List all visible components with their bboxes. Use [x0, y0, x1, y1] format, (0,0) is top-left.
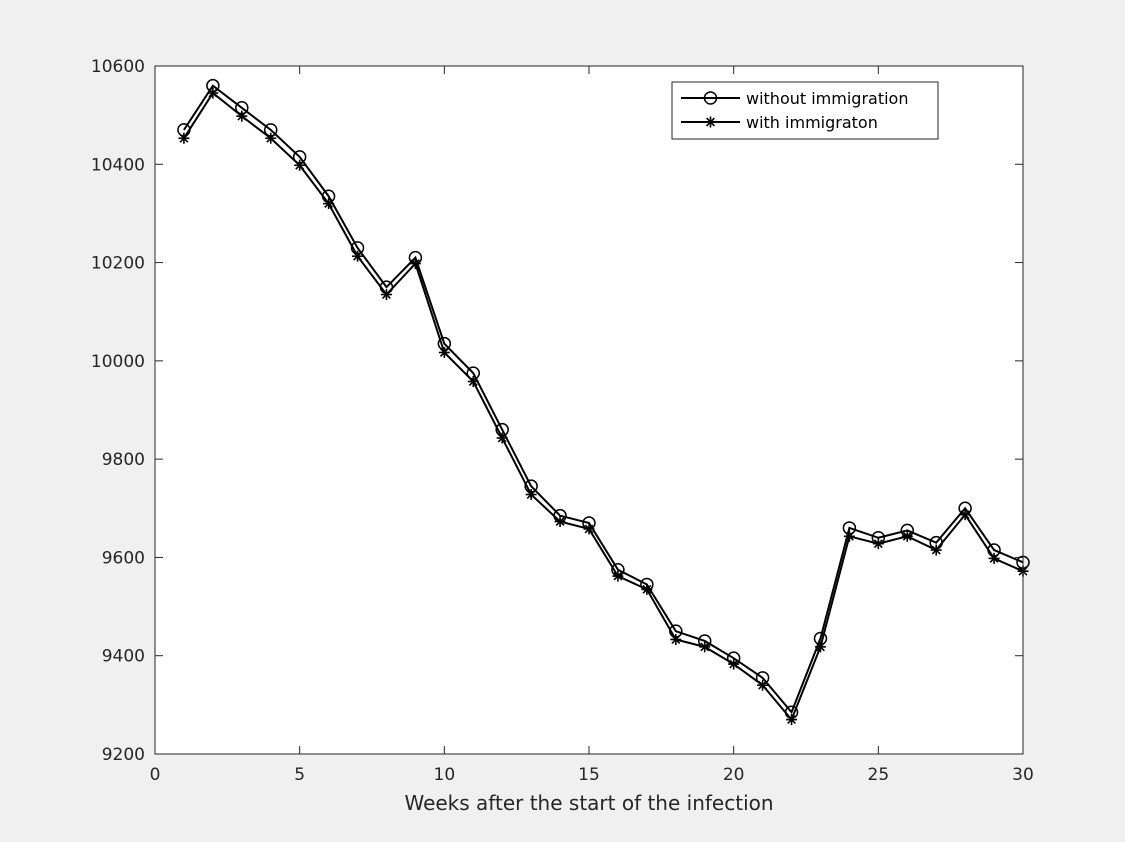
data-point-star	[641, 583, 653, 595]
data-point-star	[612, 570, 624, 582]
data-point-star	[786, 714, 798, 726]
data-point-star	[554, 516, 566, 528]
data-point-star	[728, 658, 740, 670]
legend-item-with-immigraton: with immigraton	[681, 113, 878, 132]
legend-marker-circle	[703, 91, 718, 105]
data-point-star	[496, 432, 508, 444]
y-tick-label: 9400	[102, 647, 145, 667]
legend: without immigration with immigraton	[671, 81, 939, 140]
legend-box	[671, 81, 939, 140]
x-tick-label: 5	[294, 765, 305, 785]
data-point-star	[294, 159, 306, 171]
y-tick-label: 10600	[91, 57, 145, 77]
data-point-star	[843, 530, 855, 542]
legend-star-icon	[705, 116, 716, 128]
x-tick-label: 20	[723, 765, 745, 785]
y-tick-label: 10200	[91, 254, 145, 274]
x-tick-label: 0	[150, 765, 161, 785]
data-point-star	[323, 198, 335, 210]
data-point-star	[380, 289, 392, 301]
plot-frame	[154, 65, 1024, 755]
data-point-star	[757, 679, 769, 691]
data-point-star	[959, 509, 971, 521]
series-layer	[177, 78, 1030, 726]
legend-item-without-immigration: without immigration	[681, 89, 908, 108]
data-point-star	[930, 544, 942, 556]
data-point-star	[872, 538, 884, 550]
x-tick-label: 25	[868, 765, 890, 785]
data-point-star	[525, 489, 537, 501]
plot-area	[155, 66, 1023, 754]
y-tick-label: 9600	[102, 548, 145, 568]
x-tick-label: 15	[578, 765, 600, 785]
data-point-star	[699, 641, 711, 653]
legend-label-without-immigration: without immigration	[746, 89, 908, 108]
data-point-star	[236, 110, 248, 122]
data-point-star	[265, 132, 277, 144]
series-line-with-immigraton	[183, 91, 1024, 722]
x-tick-label: 30	[1012, 765, 1034, 785]
data-point-star	[207, 87, 219, 99]
x-axis-ticks: 0 5 10 15 20 25 30	[150, 66, 1034, 785]
y-tick-label: 10000	[91, 352, 145, 372]
data-point-star	[670, 633, 682, 645]
x-axis-label: Weeks after the start of the infection	[404, 791, 773, 815]
data-point-star	[438, 347, 450, 359]
y-axis-ticks: 9200 9400 9600 9800 10000 10200 10400 10600	[91, 57, 1023, 765]
data-point-star	[178, 132, 190, 144]
data-point-star	[467, 375, 479, 387]
data-point-star	[583, 523, 595, 535]
series-line-without-immigration	[183, 84, 1024, 715]
data-point-star	[988, 552, 1000, 564]
legend-marker-star	[705, 116, 716, 128]
y-tick-label: 9800	[102, 450, 145, 470]
legend-label-with-immigraton: with immigraton	[746, 113, 878, 132]
y-tick-label: 10400	[91, 155, 145, 175]
data-point-star	[814, 641, 826, 653]
data-point-star	[409, 258, 421, 270]
y-tick-label: 9200	[102, 745, 145, 765]
x-tick-label: 10	[434, 765, 456, 785]
series-with-immigraton	[178, 87, 1029, 726]
data-point-star	[352, 250, 364, 262]
data-point-star	[901, 530, 913, 542]
